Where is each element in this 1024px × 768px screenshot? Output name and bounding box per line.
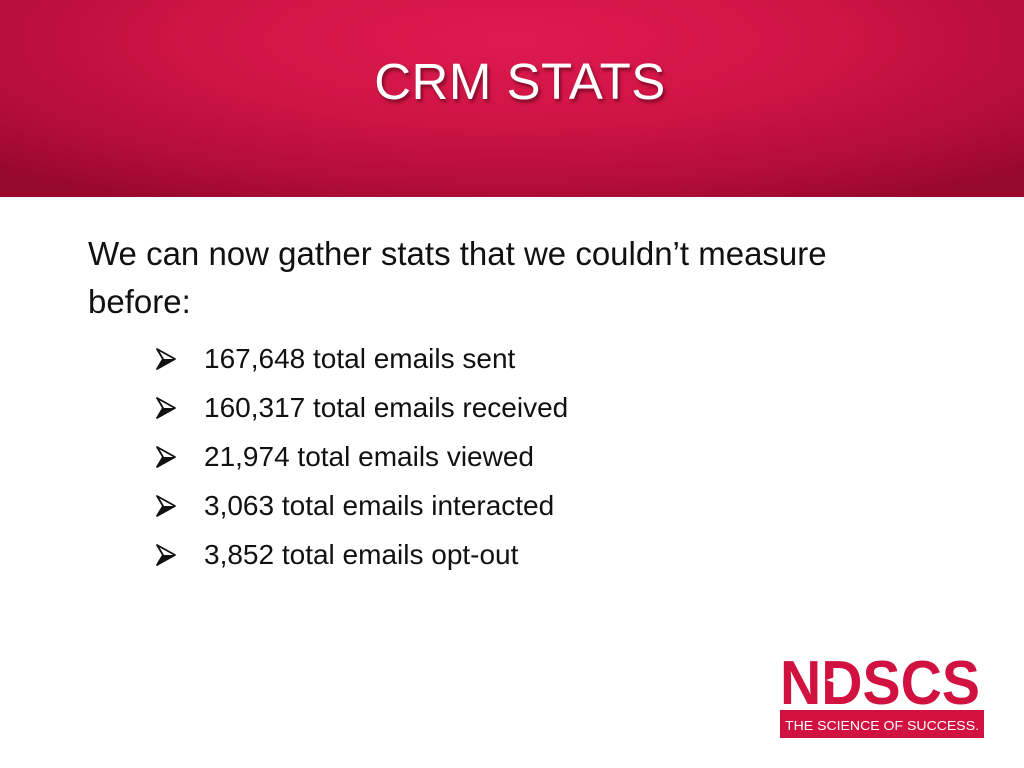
stats-list: 167,648 total emails sent 160,317 total … [154, 334, 568, 579]
stat-text: 3,852 total emails opt-out [204, 538, 519, 570]
list-item: 21,974 total emails viewed [154, 432, 568, 481]
logo-tagline: THE SCIENCE OF SUCCESS. [785, 718, 979, 733]
list-item: 160,317 total emails received [154, 383, 568, 432]
arrow-bullet-icon [156, 494, 176, 517]
header-band: CRM STATS [0, 0, 1024, 197]
intro-text: We can now gather stats that we couldn’t… [88, 235, 827, 320]
list-item: 3,852 total emails opt-out [154, 530, 568, 579]
stat-text: 21,974 total emails viewed [204, 440, 534, 472]
arrow-bullet-icon [156, 347, 176, 370]
stat-text: 160,317 total emails received [204, 391, 569, 423]
logo-wordmark: NDSCS [780, 652, 980, 718]
arrow-bullet-icon [156, 396, 176, 419]
stat-text: 167,648 total emails sent [204, 342, 516, 374]
list-item: 3,063 total emails interacted [154, 481, 568, 530]
list-item: 167,648 total emails sent [154, 334, 568, 383]
star-icon [826, 668, 850, 692]
slide-title: CRM STATS [374, 53, 666, 110]
arrow-bullet-icon [156, 445, 176, 468]
ndscs-logo: NDSCS THE SCIENCE OF SUCCESS. [780, 652, 988, 740]
stat-text: 3,063 total emails interacted [204, 489, 555, 521]
arrow-bullet-icon [156, 543, 176, 566]
